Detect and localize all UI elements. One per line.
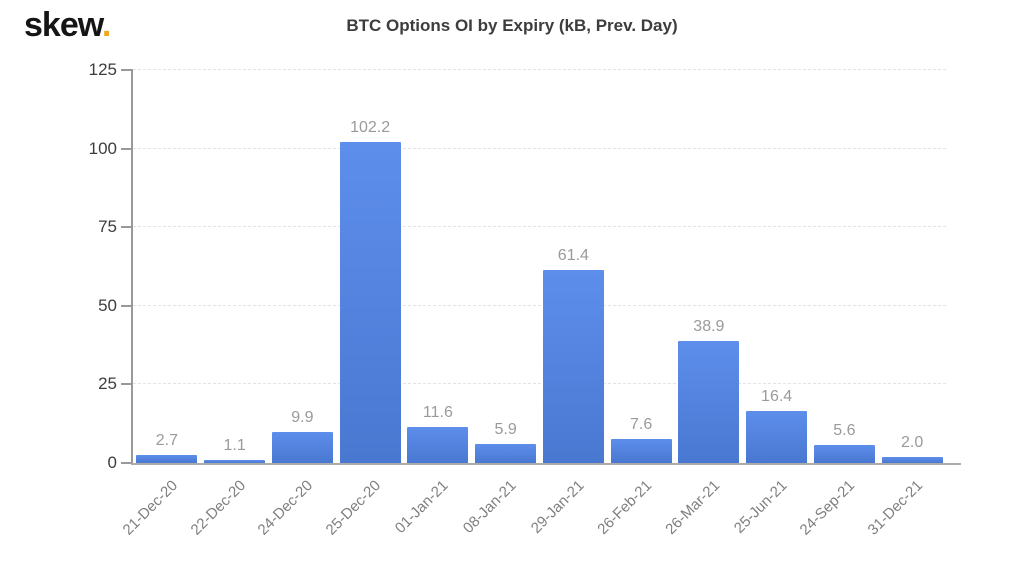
plot-area: 0 25 50 75 100 125 2.7 21-Dec-20 1.1 22-Dec-20 9.9… <box>89 60 961 539</box>
y-axis-tick-0 <box>121 462 133 464</box>
bar-01-Jan-21[interactable] <box>407 426 469 463</box>
y-axis-tick-50 <box>121 304 133 307</box>
bar-25-Dec-20[interactable] <box>339 141 401 463</box>
bar-24-Dec-20[interactable] <box>271 431 333 463</box>
bar-value-label: 2.0 <box>901 433 924 451</box>
x-axis-line <box>131 463 961 465</box>
x-axis-label: 26-Feb-21 <box>594 477 656 538</box>
x-axis-label: 25-Dec-20 <box>322 477 385 539</box>
bar-22-Dec-20[interactable] <box>204 459 266 463</box>
bar-value-label: 61.4 <box>557 246 589 264</box>
y-axis-line <box>131 70 133 463</box>
y-axis-tick-75 <box>121 226 133 229</box>
bar-value-label: 5.9 <box>494 421 517 439</box>
bar-value-label: 102.2 <box>350 118 391 136</box>
skew-logo-dot: . <box>101 6 112 44</box>
x-axis-label: 24-Dec-20 <box>254 477 317 539</box>
x-axis-label: 08-Jan-21 <box>459 477 520 537</box>
gridline-75 <box>133 226 946 228</box>
gridline-125 <box>133 69 946 70</box>
gridline-100 <box>133 147 946 149</box>
bar-25-Jun-21[interactable] <box>746 411 808 463</box>
y-axis-tick-100 <box>121 147 133 150</box>
bar-value-label: 5.6 <box>833 422 856 440</box>
bar-29-Jan-21[interactable] <box>542 269 604 463</box>
bar-value-label: 2.7 <box>155 431 178 449</box>
y-axis-label-50: 50 <box>98 295 117 315</box>
y-axis-tick-125 <box>121 69 133 71</box>
bar-value-label: 16.4 <box>761 388 793 406</box>
y-axis-label-75: 75 <box>98 217 117 237</box>
gridline-50 <box>133 304 946 306</box>
x-axis-label: 31-Dec-21 <box>864 477 927 539</box>
bar-08-Jan-21[interactable] <box>475 444 537 463</box>
y-axis-label-125: 125 <box>88 60 117 79</box>
bar-26-Feb-21[interactable] <box>610 439 672 463</box>
skew-logo-text: skew <box>24 6 103 44</box>
bar-26-Mar-21[interactable] <box>678 340 740 463</box>
bar-31-Dec-21[interactable] <box>881 456 943 463</box>
y-axis-label-100: 100 <box>88 138 117 158</box>
x-axis-label: 22-Dec-20 <box>187 477 249 539</box>
x-axis-label: 26-Mar-21 <box>661 477 723 538</box>
bar-value-label: 11.6 <box>422 403 453 421</box>
skew-logo: skew. <box>24 6 112 45</box>
bar-24-Sep-21[interactable] <box>813 445 875 463</box>
x-axis-label: 25-Jun-21 <box>730 477 791 537</box>
bar-21-Dec-20[interactable] <box>136 454 198 463</box>
y-axis-label-25: 25 <box>98 374 117 394</box>
x-axis-label: 21-Dec-20 <box>119 477 181 539</box>
bar-value-label: 38.9 <box>693 317 725 335</box>
x-axis-label: 29-Jan-21 <box>527 477 588 537</box>
bar-value-label: 7.6 <box>630 416 653 434</box>
chart-title: BTC Options OI by Expiry (kB, Prev. Day) <box>346 16 678 35</box>
x-axis-label: 01-Jan-21 <box>392 477 452 537</box>
y-axis-label-0: 0 <box>107 453 117 472</box>
y-axis-tick-25 <box>121 383 133 386</box>
bar-value-label: 1.1 <box>223 436 246 454</box>
x-axis-label: 24-Sep-21 <box>796 477 859 539</box>
gridline-25 <box>133 383 946 385</box>
bar-value-label: 9.9 <box>291 408 314 426</box>
